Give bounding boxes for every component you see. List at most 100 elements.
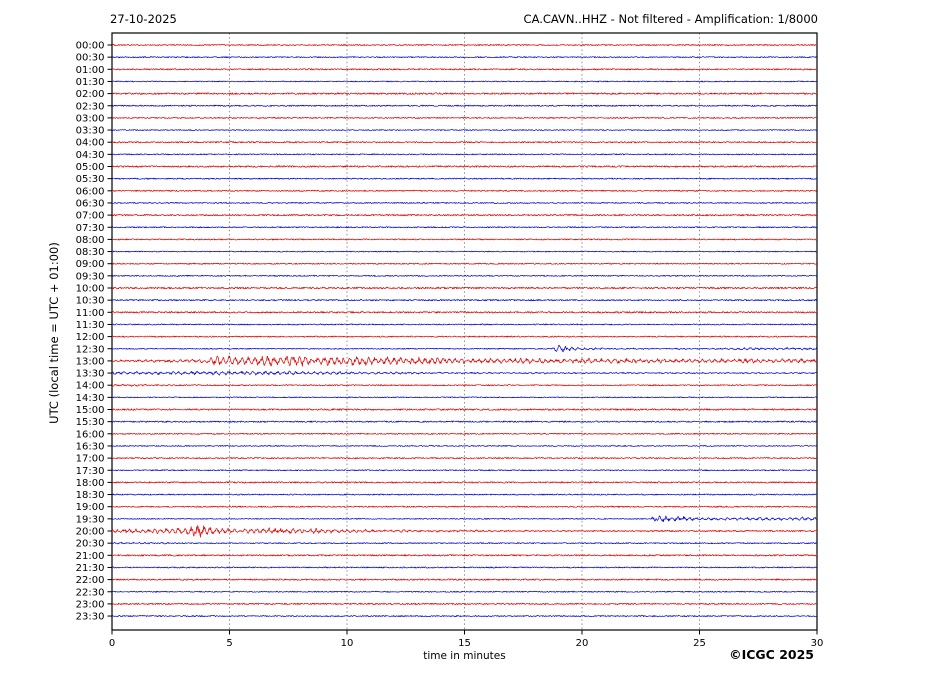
seismogram-trace-1530 xyxy=(111,420,818,423)
seismogram-trace-0930 xyxy=(111,274,818,277)
seismogram-trace-0430 xyxy=(112,153,818,156)
row-time-label: 09:00 xyxy=(76,259,105,270)
row-time-label: 21:00 xyxy=(76,551,105,562)
seismogram-trace-0030 xyxy=(112,56,818,59)
row-time-label: 07:00 xyxy=(76,211,105,222)
row-time-label: 22:00 xyxy=(76,575,105,586)
plot-title: CA.CAVN..HHZ - Not filtered - Amplificat… xyxy=(523,12,818,26)
row-time-label: 05:30 xyxy=(76,174,105,185)
seismogram-trace-0130 xyxy=(111,80,817,83)
plot-date: 27-10-2025 xyxy=(110,12,177,26)
row-time-label: 08:30 xyxy=(76,247,105,258)
row-time-label: 17:00 xyxy=(76,454,105,465)
row-time-label: 11:30 xyxy=(76,320,105,331)
row-time-label: 09:30 xyxy=(76,271,105,282)
seismogram-trace-1800 xyxy=(112,481,818,484)
seismogram-trace-1030 xyxy=(111,299,818,302)
seismogram-trace-0730 xyxy=(111,226,818,229)
row-time-label: 19:00 xyxy=(76,502,105,513)
row-time-label: 00:00 xyxy=(76,41,105,52)
x-tick-label: 15 xyxy=(458,638,471,649)
row-time-label: 16:00 xyxy=(76,429,105,440)
row-time-label: 12:30 xyxy=(76,344,105,355)
seismogram-trace-0630 xyxy=(111,202,818,204)
seismogram-trace-2100 xyxy=(111,554,818,557)
seismogram-trace-0230 xyxy=(111,104,818,107)
x-tick-label: 0 xyxy=(109,638,115,649)
y-axis-label: UTC (local time = UTC + 01:00) xyxy=(47,242,61,424)
row-time-label: 12:00 xyxy=(76,332,105,343)
seismogram-trace-1230 xyxy=(112,344,818,353)
row-time-label: 04:00 xyxy=(76,138,105,149)
seismogram-trace-1930 xyxy=(111,515,817,523)
row-time-label: 08:00 xyxy=(76,235,105,246)
row-time-label: 06:30 xyxy=(76,198,105,209)
seismogram-trace-1430 xyxy=(111,396,818,399)
copyright-notice: ©ICGC 2025 xyxy=(729,647,814,662)
seismogram-trace-0830 xyxy=(111,250,818,253)
x-tick-label: 5 xyxy=(226,638,232,649)
row-time-label: 21:30 xyxy=(76,563,105,574)
row-time-label: 16:30 xyxy=(76,441,105,452)
row-time-label: 15:30 xyxy=(76,417,105,428)
row-time-label: 10:30 xyxy=(76,296,105,307)
seismogram-trace-1630 xyxy=(111,445,818,447)
x-axis-label: time in minutes xyxy=(423,650,506,662)
seismogram-trace-0500 xyxy=(111,165,817,168)
x-tick-label: 20 xyxy=(576,638,589,649)
row-time-label: 18:00 xyxy=(76,478,105,489)
x-tick-label: 30 xyxy=(811,638,824,649)
row-time-label: 18:30 xyxy=(76,490,105,501)
seismogram-trace-2030 xyxy=(112,541,818,545)
seismogram-trace-1700 xyxy=(111,457,818,460)
row-time-label: 11:00 xyxy=(76,308,105,319)
row-time-label: 14:00 xyxy=(76,381,105,392)
row-time-label: 02:00 xyxy=(76,89,105,100)
row-time-label: 02:30 xyxy=(76,101,105,112)
seismogram-trace-2200 xyxy=(111,578,818,581)
seismogram-trace-0800 xyxy=(111,238,818,241)
x-tick-label: 25 xyxy=(693,638,706,649)
seismogram-trace-2230 xyxy=(111,590,818,593)
row-time-label: 10:00 xyxy=(76,284,105,295)
row-time-label: 05:00 xyxy=(76,162,105,173)
seismogram-trace-1830 xyxy=(111,493,818,496)
row-time-label: 22:30 xyxy=(76,587,105,598)
seismogram-trace-0900 xyxy=(111,262,818,265)
seismogram-trace-2130 xyxy=(111,566,818,569)
row-time-label: 17:30 xyxy=(76,466,105,477)
row-time-label: 13:00 xyxy=(76,356,105,367)
row-time-label: 04:30 xyxy=(76,150,105,161)
seismogram-trace-0700 xyxy=(111,214,818,217)
row-time-label: 01:30 xyxy=(76,77,105,88)
row-time-label: 00:30 xyxy=(76,53,105,64)
row-time-label: 19:30 xyxy=(76,514,105,525)
seismogram-trace-0200 xyxy=(111,92,818,95)
seismogram-trace-1100 xyxy=(111,311,818,314)
row-time-label: 20:30 xyxy=(76,539,105,550)
seismogram-trace-1500 xyxy=(111,408,818,411)
seismogram-trace-0100 xyxy=(111,68,818,71)
row-time-label: 07:30 xyxy=(76,223,105,234)
seismogram-trace-1600 xyxy=(111,432,818,435)
seismogram-trace-1000 xyxy=(111,286,818,290)
seismogram-trace-0000 xyxy=(111,44,818,46)
row-time-label: 23:00 xyxy=(76,599,105,610)
seismogram-trace-0600 xyxy=(111,189,818,192)
seismogram-trace-1330 xyxy=(111,370,818,376)
seismogram-trace-0400 xyxy=(111,141,818,144)
row-time-label: 06:00 xyxy=(76,186,105,197)
seismogram-trace-2300 xyxy=(112,602,818,605)
seismogram-trace-1300 xyxy=(111,355,818,367)
seismogram-trace-1400 xyxy=(111,383,818,387)
seismogram-trace-1900 xyxy=(111,505,818,508)
seismogram-trace-1130 xyxy=(112,323,818,326)
row-time-label: 13:30 xyxy=(76,369,105,380)
x-tick-label: 10 xyxy=(341,638,354,649)
seismogram-trace-1200 xyxy=(111,335,818,338)
seismogram-trace-2000 xyxy=(111,525,818,538)
row-time-label: 23:30 xyxy=(76,612,105,623)
seismogram-trace-1730 xyxy=(111,469,817,472)
